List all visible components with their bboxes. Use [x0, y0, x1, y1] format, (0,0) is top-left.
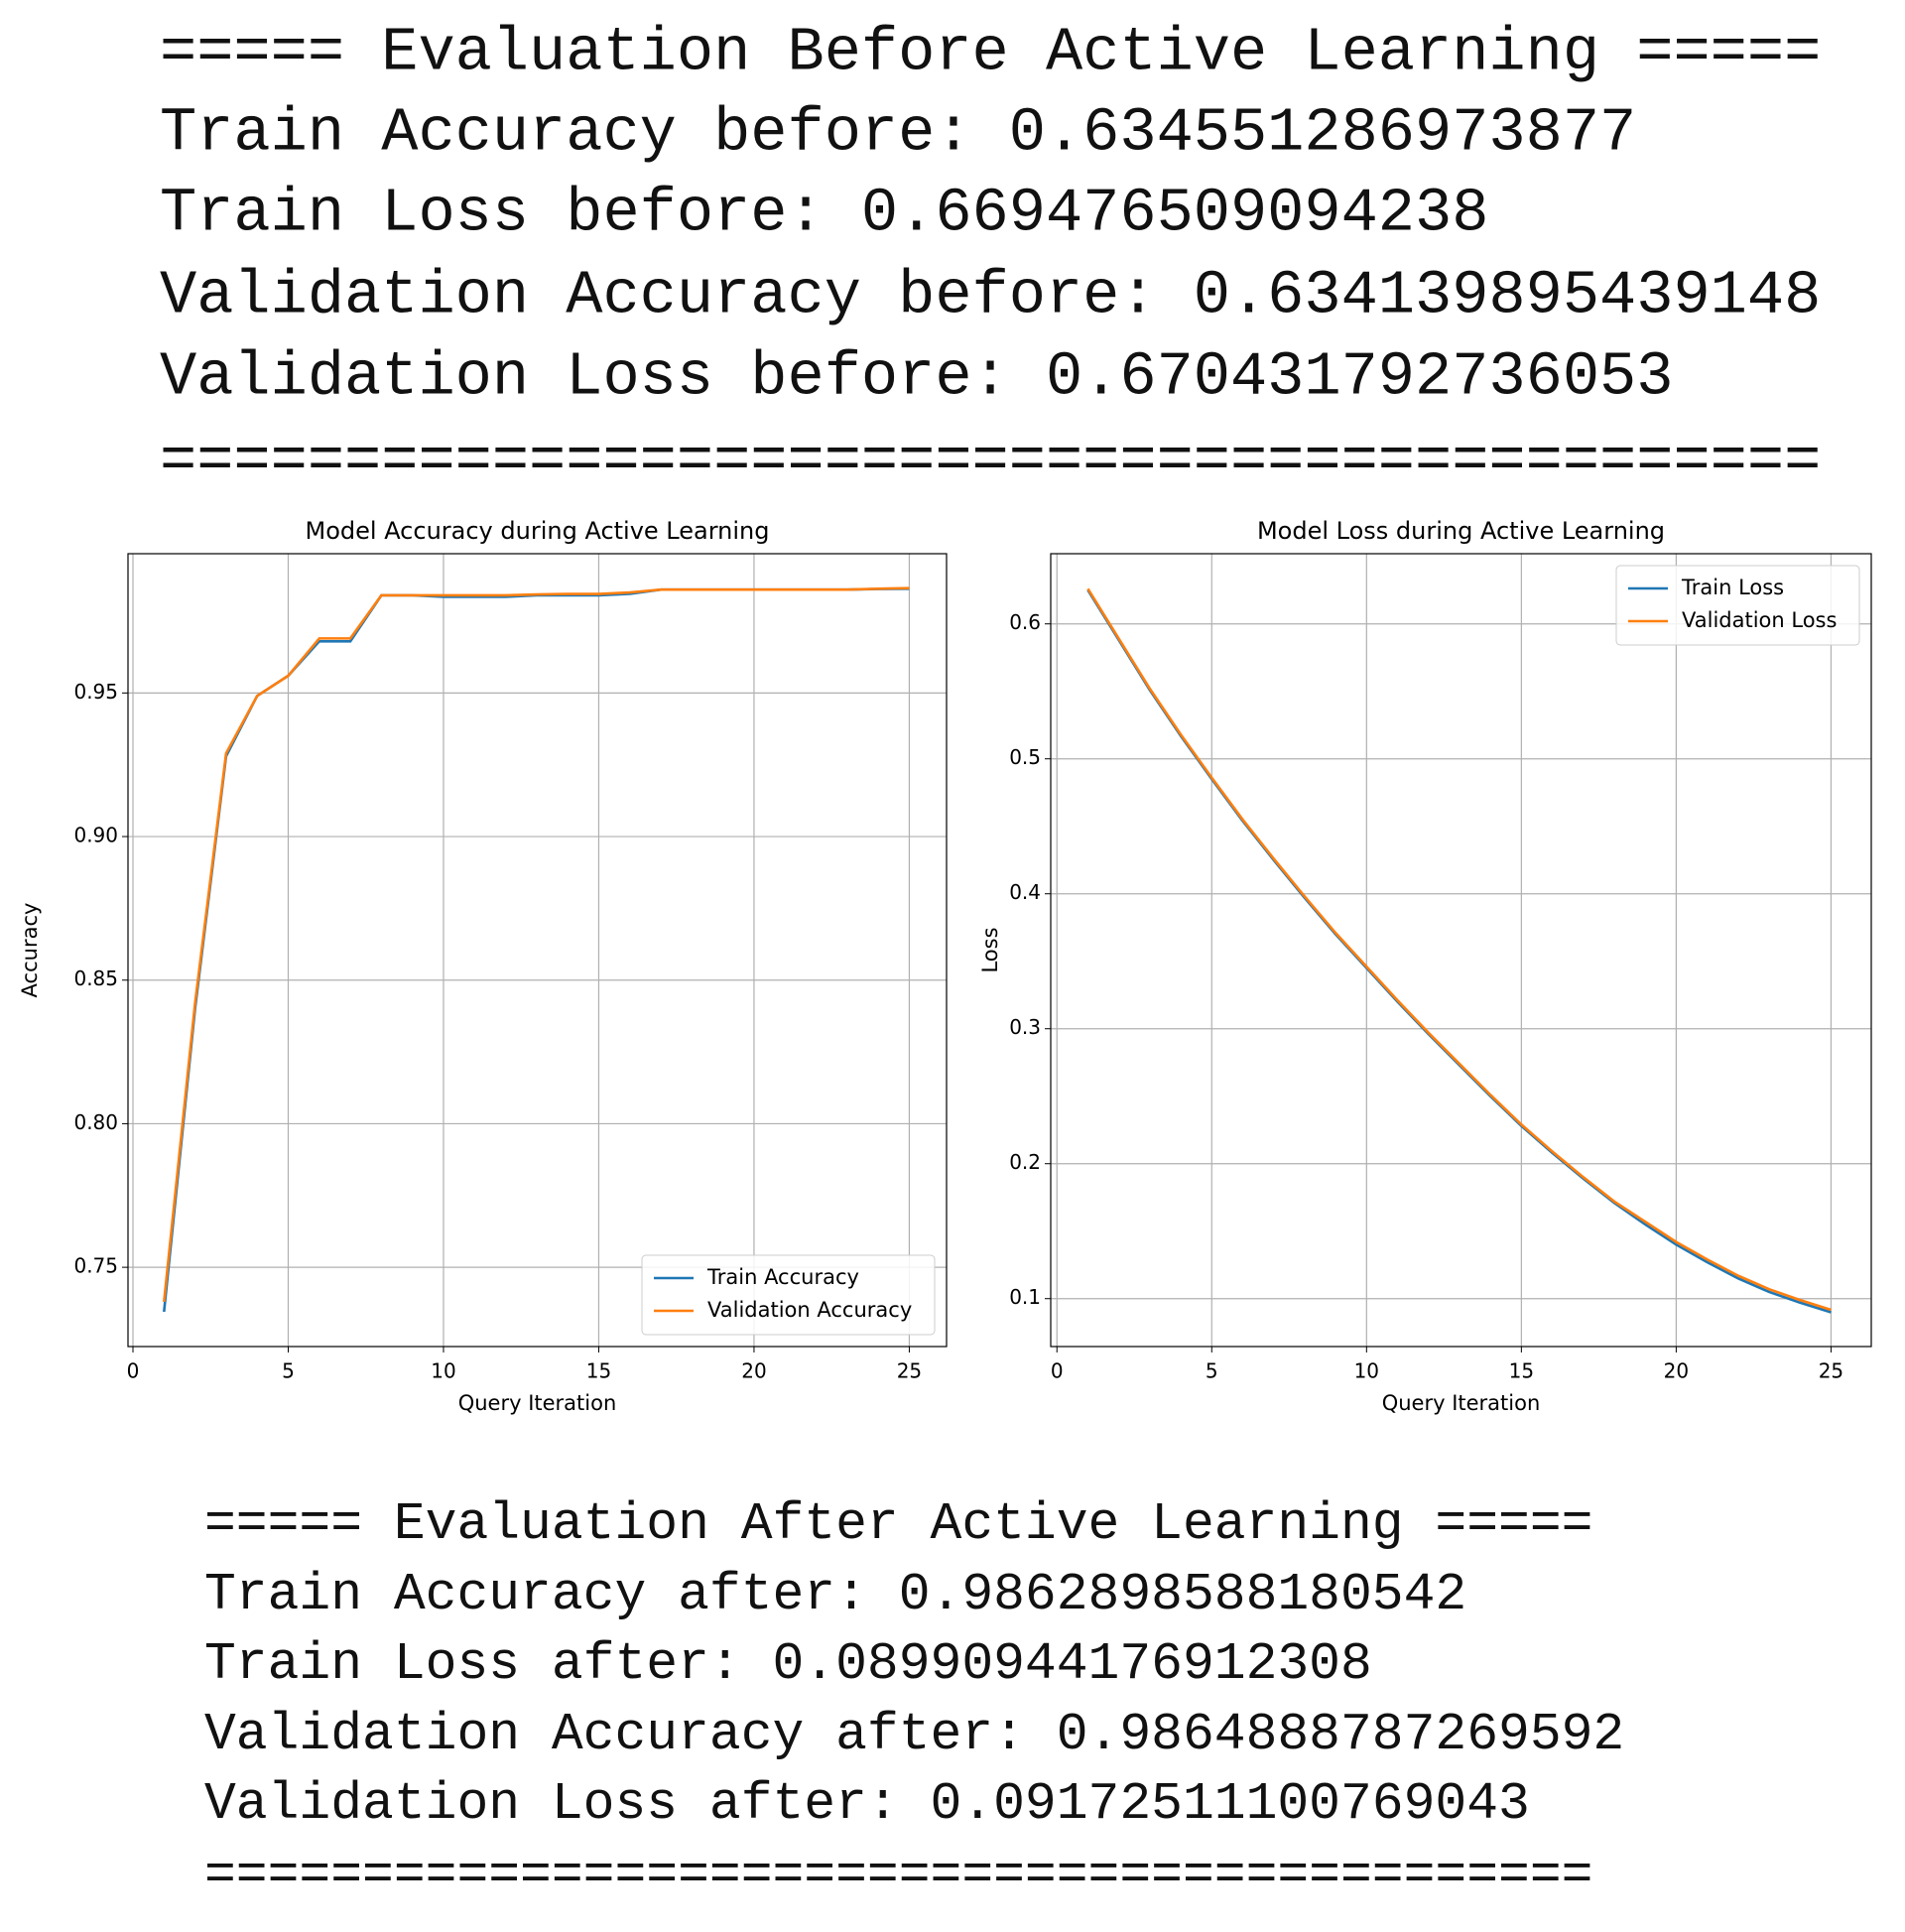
y-tick-label: 0.85: [73, 966, 118, 990]
legend-label: Train Accuracy: [706, 1265, 859, 1289]
x-tick-label: 10: [1354, 1359, 1379, 1383]
y-tick-label: 0.2: [1009, 1150, 1041, 1174]
console-line: Validation Loss before: 0.67043179273605…: [160, 341, 1673, 412]
x-tick-label: 0: [127, 1359, 140, 1383]
series-line: [1086, 587, 1832, 1312]
series-line: [163, 587, 910, 1313]
y-tick-label: 0.75: [73, 1254, 118, 1278]
console-line: Train Loss before: 0.669476509094238: [160, 178, 1488, 248]
console-line: Validation Accuracy after: 0.98648887872…: [204, 1705, 1624, 1764]
series-line: [1086, 589, 1832, 1314]
y-tick-label: 0.80: [73, 1110, 118, 1134]
console-line: Validation Loss after: 0.091725111007690…: [204, 1774, 1530, 1834]
chart-title: Model Accuracy during Active Learning: [306, 517, 770, 545]
y-tick-label: 0.6: [1009, 610, 1041, 634]
x-axis-label: Query Iteration: [1382, 1391, 1541, 1415]
legend-label: Validation Accuracy: [707, 1298, 912, 1322]
y-tick-label: 0.5: [1009, 745, 1041, 769]
console-line: ========================================…: [160, 426, 1821, 496]
x-tick-label: 10: [431, 1359, 455, 1383]
y-tick-label: 0.90: [73, 824, 118, 847]
x-tick-label: 25: [1819, 1359, 1843, 1383]
y-tick-label: 0.4: [1009, 880, 1041, 904]
console-line: Train Loss after: 0.08990944176912308: [204, 1634, 1372, 1694]
x-tick-label: 20: [741, 1359, 766, 1383]
legend-box: [1615, 565, 1860, 646]
y-axis-label: Loss: [978, 927, 1002, 972]
console-line: Validation Accuracy before: 0.6341398954…: [160, 260, 1821, 330]
x-axis-label: Query Iteration: [458, 1391, 617, 1415]
legend-box: [641, 1254, 936, 1336]
y-tick-label: 0.3: [1009, 1015, 1041, 1039]
y-axis-label: Accuracy: [18, 903, 42, 998]
legend-label: Validation Loss: [1682, 608, 1837, 632]
y-tick-label: 0.1: [1009, 1285, 1041, 1309]
legend-label: Train Loss: [1681, 576, 1784, 599]
console-line: Train Accuracy after: 0.9862898588180542: [204, 1565, 1466, 1624]
series-line: [163, 586, 910, 1302]
x-tick-label: 25: [897, 1359, 922, 1383]
x-tick-label: 20: [1664, 1359, 1689, 1383]
plot-frame: [1050, 553, 1872, 1348]
chart-title: Model Loss during Active Learning: [1257, 517, 1665, 545]
console-line: Train Accuracy before: 0.634551286973877: [160, 97, 1636, 168]
x-tick-label: 0: [1051, 1359, 1064, 1383]
x-tick-label: 5: [1206, 1359, 1218, 1383]
console-line: ===== Evaluation After Active Learning =…: [204, 1494, 1592, 1554]
x-tick-label: 15: [1509, 1359, 1534, 1383]
plot-frame: [127, 553, 948, 1348]
console-line: ========================================…: [204, 1846, 1592, 1905]
x-tick-label: 15: [586, 1359, 611, 1383]
y-tick-label: 0.95: [73, 680, 118, 704]
x-tick-label: 5: [282, 1359, 295, 1383]
console-line: ===== Evaluation Before Active Learning …: [160, 17, 1821, 87]
